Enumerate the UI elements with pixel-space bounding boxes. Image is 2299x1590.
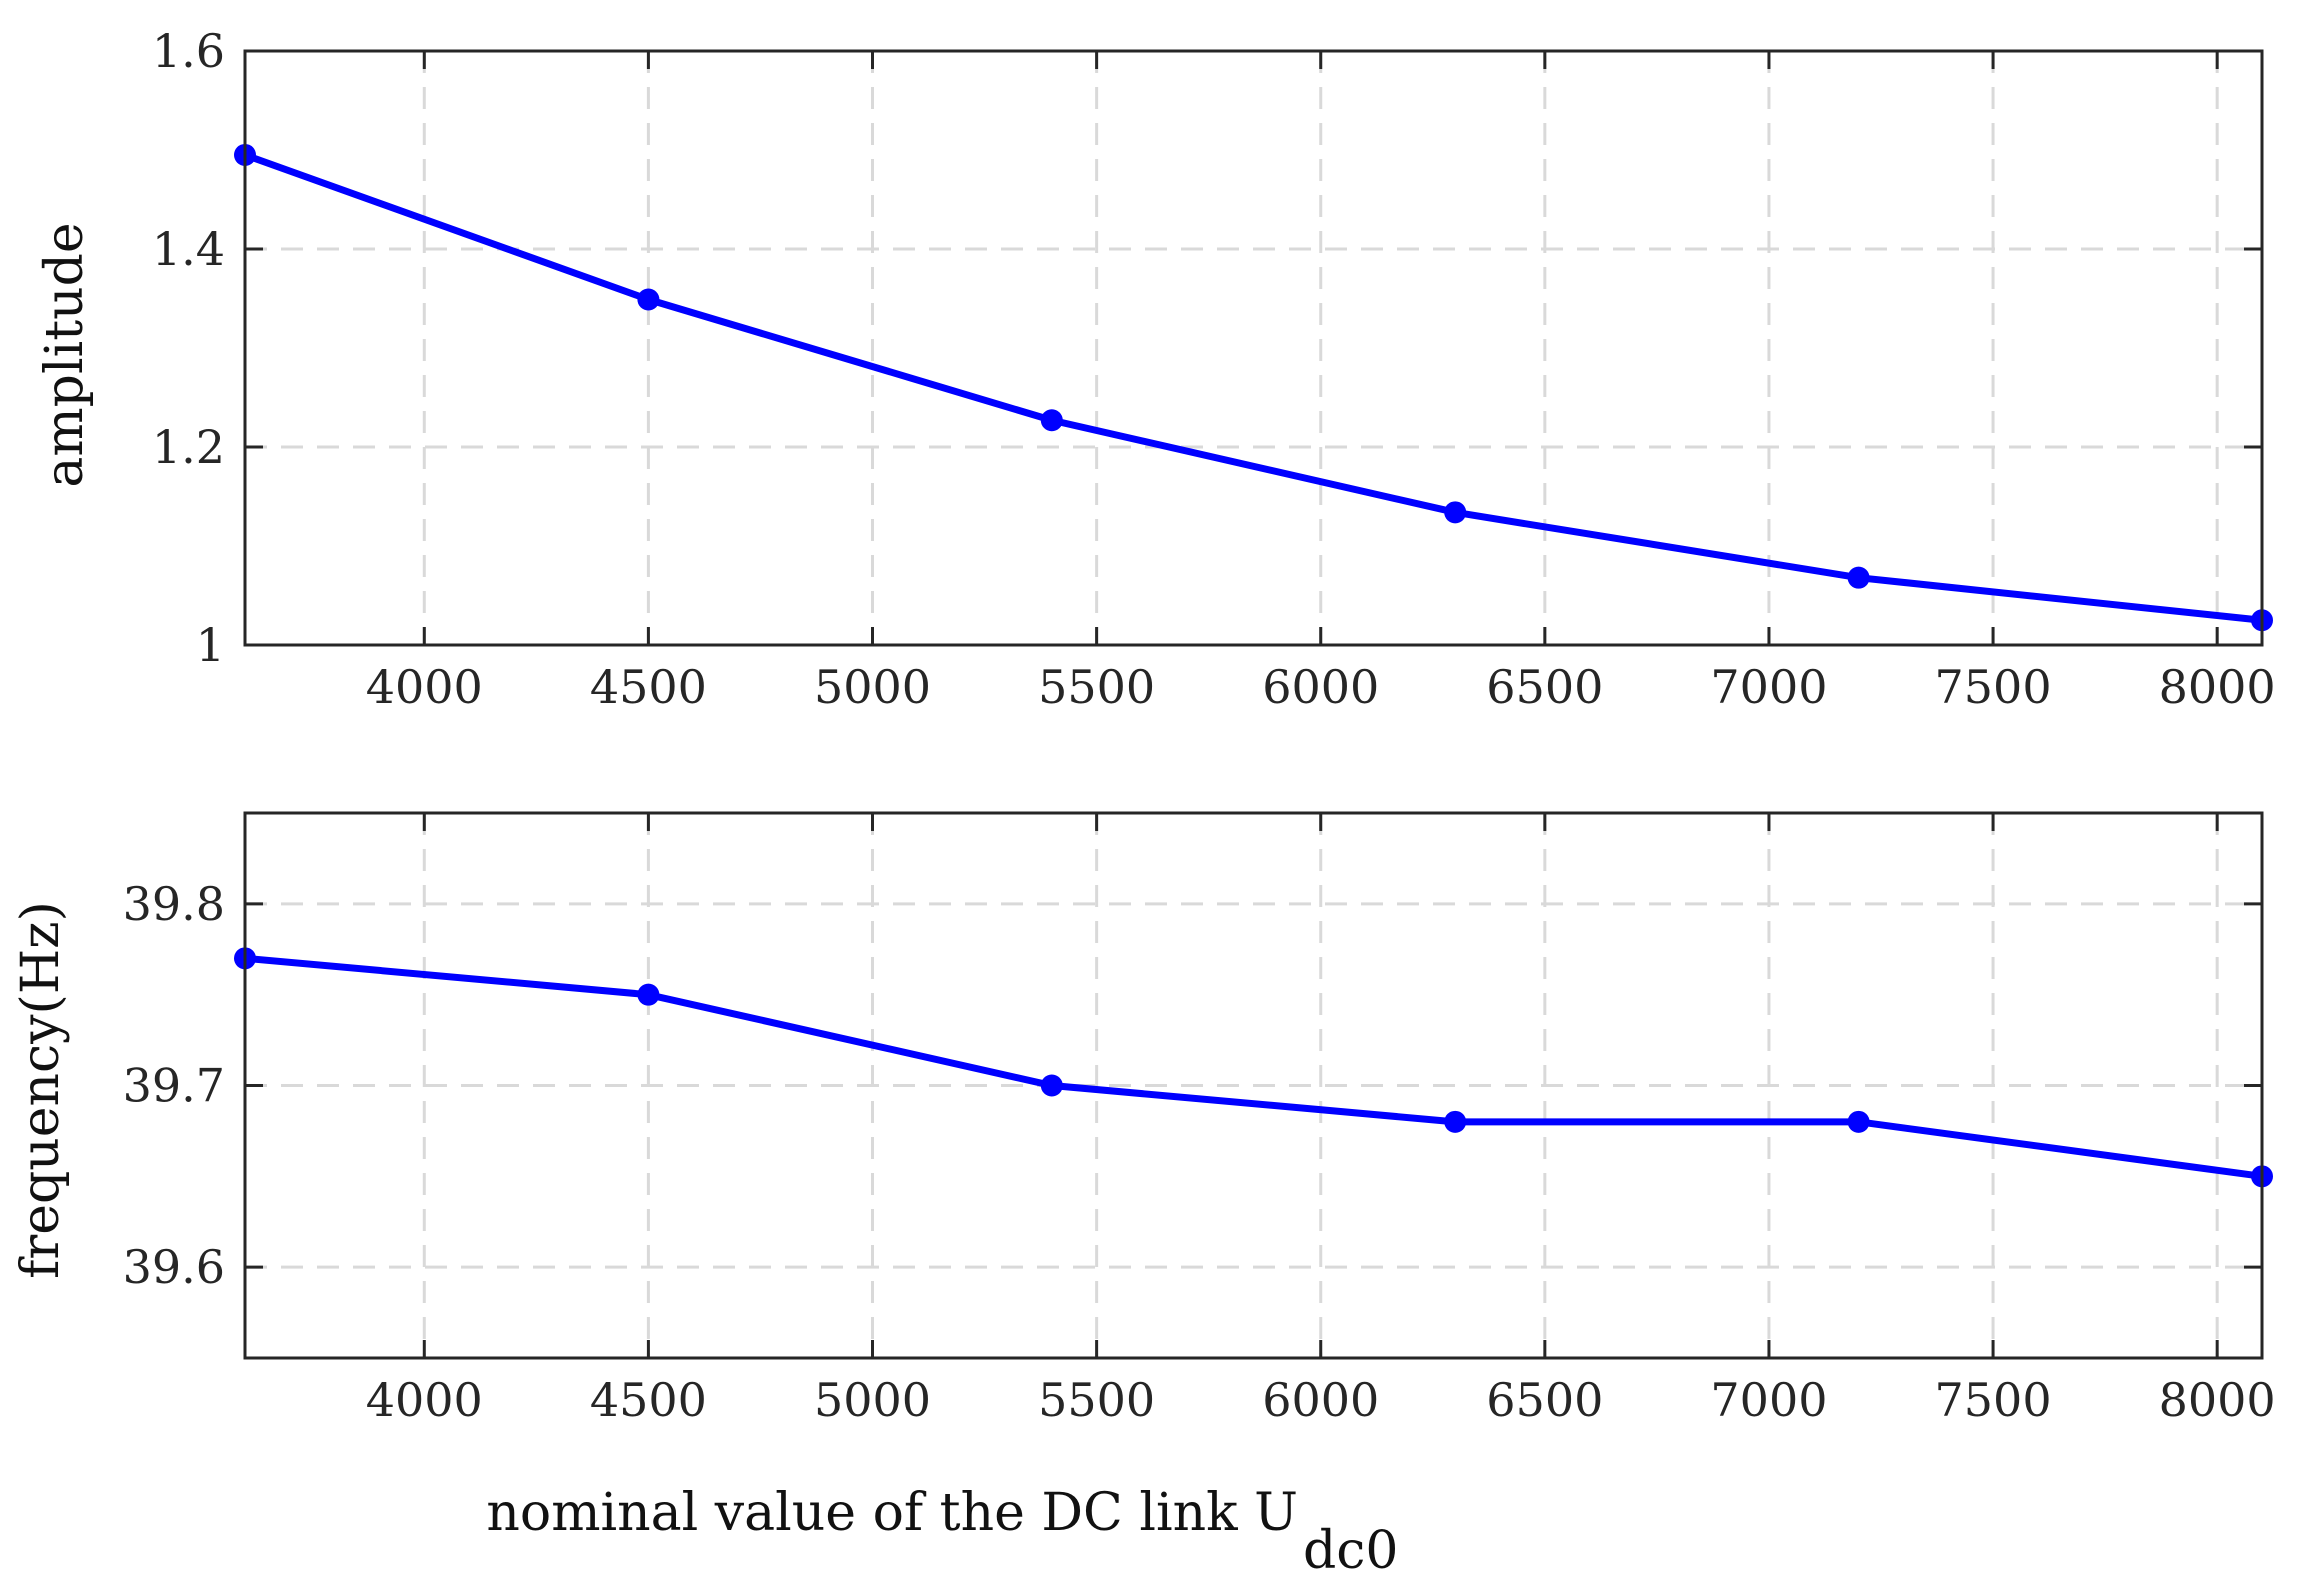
amplitude-x-tick-label: 6500 <box>1486 660 1603 714</box>
frequency-x-tick-label: 7000 <box>1710 1373 1827 1427</box>
amplitude-y-tick-label: 1.2 <box>152 420 225 474</box>
amplitude-data-point <box>1444 501 1467 524</box>
frequency-y-tick-label: 39.7 <box>123 1059 225 1113</box>
amplitude-x-tick-label: 7000 <box>1710 660 1827 714</box>
frequency-data-point <box>637 983 660 1006</box>
frequency-x-tick-label: 6500 <box>1486 1373 1603 1427</box>
amplitude-y-tick-label: 1 <box>196 618 225 672</box>
amplitude-ticks <box>245 49 2262 647</box>
amplitude-y-axis-label: amplitude <box>35 222 95 487</box>
amplitude-y-tick-label: 1.4 <box>152 222 225 276</box>
amplitude-data-point <box>637 288 660 311</box>
amplitude-x-tick-label: 5500 <box>1038 660 1155 714</box>
amplitude-x-tick-label: 4500 <box>590 660 707 714</box>
frequency-x-tick-label: 6000 <box>1262 1373 1379 1427</box>
amplitude-y-tick-labels: 1 1.2 1.4 1.6 <box>152 24 225 672</box>
frequency-x-tick-label: 4000 <box>366 1373 483 1427</box>
frequency-y-axis-label: frequency(Hz) <box>11 901 71 1279</box>
frequency-y-tick-labels: 39.6 39.7 39.8 <box>123 877 225 1294</box>
frequency-x-tick-label: 7500 <box>1935 1373 2052 1427</box>
x-axis-label-subscript: dc0 <box>1303 1521 1399 1581</box>
amplitude-x-tick-label: 5000 <box>814 660 931 714</box>
frequency-series-line <box>244 954 2263 1180</box>
frequency-y-tick-label: 39.6 <box>123 1240 225 1294</box>
amplitude-x-tick-label: 6000 <box>1262 660 1379 714</box>
frequency-y-tick-label: 39.8 <box>123 877 225 931</box>
amplitude-x-tick-labels: 4000 4500 5000 5500 6000 6500 7000 7500 8000 <box>366 660 2276 714</box>
amplitude-x-tick-label: 4000 <box>366 660 483 714</box>
frequency-x-tick-label: 8000 <box>2159 1373 2276 1427</box>
frequency-x-tick-labels: 4000 4500 5000 5500 6000 6500 7000 7500 8000 <box>366 1373 2276 1427</box>
frequency-x-tick-label: 5500 <box>1038 1373 1155 1427</box>
frequency-series <box>234 947 2273 1188</box>
amplitude-panel: 4000 4500 5000 5500 6000 6500 7000 7500 8000 1 1.… <box>35 24 2276 714</box>
frequency-ticks <box>245 813 2262 1358</box>
frequency-data-point <box>1444 1110 1467 1133</box>
frequency-x-tick-label: 4500 <box>590 1373 707 1427</box>
amplitude-x-tick-label: 8000 <box>2159 660 2276 714</box>
amplitude-y-tick-label: 1.6 <box>152 24 225 78</box>
amplitude-data-point <box>1040 409 1063 432</box>
frequency-data-point <box>1847 1110 1870 1133</box>
frequency-x-tick-label: 5000 <box>814 1373 931 1427</box>
x-axis-label: nominal value of the DC link U <box>486 1483 1298 1543</box>
frequency-panel: 4000 4500 5000 5500 6000 6500 7000 7500 8000 39.… <box>11 811 2276 1427</box>
amplitude-x-tick-label: 7500 <box>1935 660 2052 714</box>
amplitude-series-line <box>243 151 2263 624</box>
frequency-data-point <box>1040 1074 1063 1097</box>
amplitude-grid <box>245 51 2262 645</box>
amplitude-axes-box <box>243 49 2264 647</box>
frequency-grid <box>245 813 2262 1358</box>
amplitude-data-point <box>1847 566 1870 589</box>
